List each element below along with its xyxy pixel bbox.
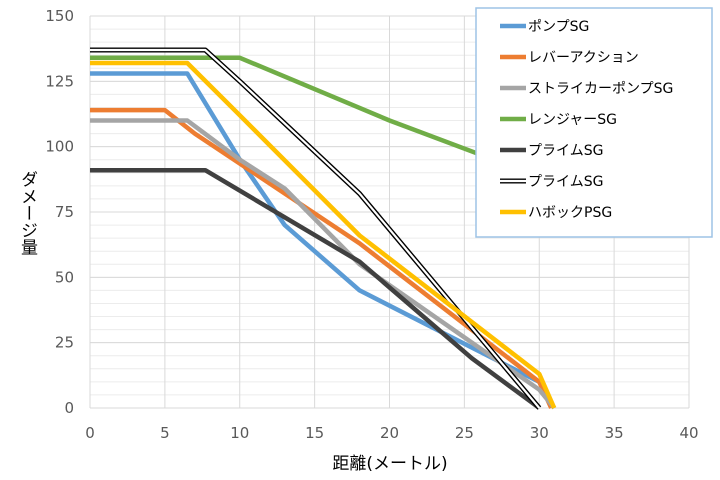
- y-tick-label: 50: [55, 268, 74, 286]
- x-tick-label: 20: [380, 424, 399, 442]
- legend-label: レバーアクション: [528, 50, 639, 66]
- x-tick-label: 5: [160, 424, 170, 442]
- y-axis-title: ダメージ量: [17, 170, 38, 255]
- legend-label: レンジャーSG: [528, 112, 617, 128]
- legend-item: プライムSG: [500, 174, 603, 190]
- series-line-3: [90, 118, 556, 410]
- x-tick-label: 10: [230, 424, 249, 442]
- x-tick-label: 35: [605, 424, 624, 442]
- series-layer: [90, 47, 690, 410]
- legend-label: ハボックPSG: [528, 205, 612, 221]
- x-tick-label: 0: [85, 424, 95, 442]
- y-tick-label: 25: [55, 334, 74, 352]
- series-line-7: [90, 60, 557, 409]
- x-tick-label: 15: [305, 424, 324, 442]
- legend-label: プライムSG: [528, 174, 603, 190]
- legend-item: レバーアクション: [500, 50, 639, 66]
- series-line-2: [90, 107, 554, 409]
- y-tick-label: 100: [45, 138, 74, 156]
- y-tick-label: 150: [45, 7, 74, 25]
- legend-item: プライムSG: [500, 143, 603, 159]
- legend-item: ストライカーポンプSG: [500, 81, 673, 97]
- series-line-6: [90, 47, 542, 410]
- legend-item: レンジャーSG: [500, 112, 617, 128]
- y-tick-label: 75: [55, 203, 74, 221]
- series-line-5: [90, 167, 541, 410]
- legend-label: ポンプSG: [528, 19, 589, 35]
- y-tick-label: 0: [64, 399, 74, 417]
- x-axis-title: 距離(メートル): [332, 454, 447, 474]
- x-tick-label: 25: [455, 424, 474, 442]
- legend-item: ポンプSG: [500, 19, 589, 35]
- x-tick-label: 30: [530, 424, 549, 442]
- y-tick-labels: 0 25 50 75 100 125 150: [45, 7, 74, 417]
- legend-label: ストライカーポンプSG: [528, 81, 673, 97]
- legend-item: ハボックPSG: [500, 205, 612, 221]
- x-tick-labels: 0 5 10 15 20 25 30 35 40: [85, 424, 698, 442]
- legend-label: プライムSG: [528, 143, 603, 159]
- legend-box: [475, 7, 713, 238]
- x-tick-label: 40: [679, 424, 698, 442]
- y-tick-label: 125: [45, 72, 74, 90]
